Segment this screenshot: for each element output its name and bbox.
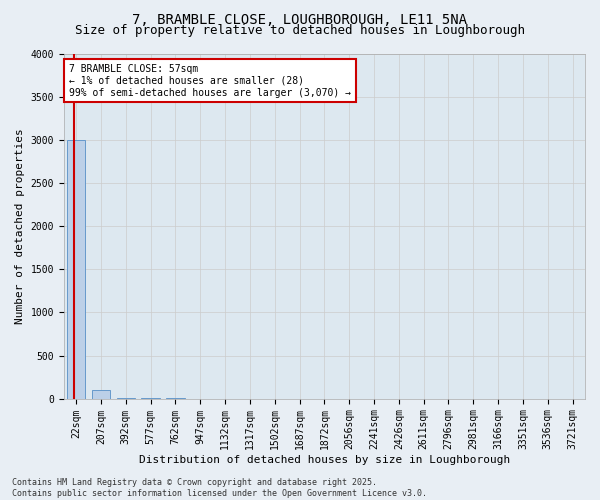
Bar [67, 140, 85, 398]
Text: 7 BRAMBLE CLOSE: 57sqm
← 1% of detached houses are smaller (28)
99% of semi-deta: 7 BRAMBLE CLOSE: 57sqm ← 1% of detached … [69, 64, 351, 98]
Text: Size of property relative to detached houses in Loughborough: Size of property relative to detached ho… [75, 24, 525, 37]
Bar [92, 390, 110, 398]
Y-axis label: Number of detached properties: Number of detached properties [15, 128, 25, 324]
X-axis label: Distribution of detached houses by size in Loughborough: Distribution of detached houses by size … [139, 455, 510, 465]
Text: 7, BRAMBLE CLOSE, LOUGHBOROUGH, LE11 5NA: 7, BRAMBLE CLOSE, LOUGHBOROUGH, LE11 5NA [133, 12, 467, 26]
Text: Contains HM Land Registry data © Crown copyright and database right 2025.
Contai: Contains HM Land Registry data © Crown c… [12, 478, 427, 498]
